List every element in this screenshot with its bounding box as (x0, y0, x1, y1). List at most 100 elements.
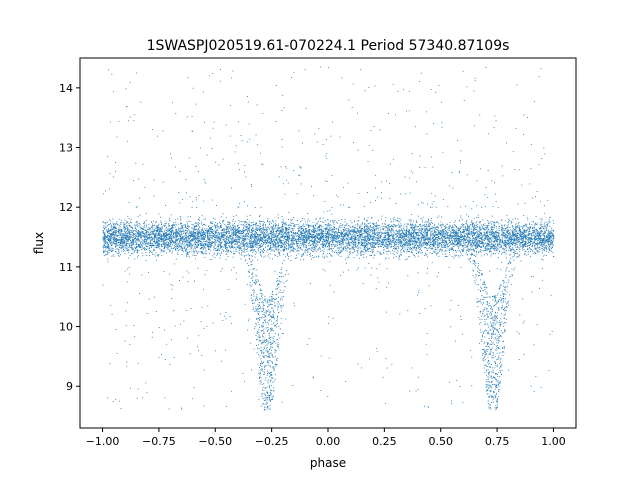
data-point (264, 236, 266, 238)
data-point (308, 242, 310, 244)
data-point (372, 242, 374, 243)
data-point (120, 244, 122, 246)
data-point (541, 229, 543, 231)
data-point (425, 243, 426, 245)
data-point (199, 223, 201, 224)
data-point (402, 233, 404, 234)
data-point (519, 250, 520, 252)
data-point (526, 235, 528, 237)
data-point (516, 240, 518, 242)
data-point (456, 233, 458, 235)
data-point (307, 218, 309, 220)
data-point (285, 224, 287, 226)
data-point (345, 238, 347, 240)
data-point (107, 235, 109, 236)
data-point (402, 247, 404, 249)
data-point (351, 237, 353, 239)
data-point (415, 249, 416, 251)
data-point (477, 216, 479, 218)
data-point (291, 242, 293, 244)
data-point (288, 211, 290, 213)
data-point (318, 233, 319, 235)
data-point (293, 239, 295, 241)
data-point (180, 232, 182, 233)
data-point (218, 240, 219, 242)
data-point (288, 232, 290, 233)
data-point (471, 221, 473, 223)
data-point (236, 225, 238, 226)
data-point (350, 242, 352, 243)
data-point (487, 220, 489, 222)
data-point (479, 232, 481, 234)
data-point (245, 226, 247, 228)
data-point (445, 241, 447, 243)
data-point (451, 227, 453, 229)
data-point (441, 227, 442, 229)
data-point (194, 246, 195, 248)
data-point (249, 215, 251, 216)
data-point (254, 244, 256, 246)
data-point (516, 233, 518, 234)
data-point (442, 231, 444, 233)
data-point (527, 249, 528, 251)
data-point (310, 247, 312, 249)
data-point (495, 231, 497, 232)
data-point (223, 237, 225, 238)
data-point (489, 251, 491, 253)
data-point (180, 243, 182, 245)
data-point (499, 243, 501, 245)
data-point (404, 235, 405, 237)
data-point (290, 225, 292, 227)
data-point (303, 223, 305, 225)
data-point (282, 243, 284, 245)
data-point (430, 230, 432, 232)
data-point (363, 219, 365, 220)
data-point (523, 241, 525, 242)
data-point (232, 229, 233, 230)
data-point (152, 223, 153, 225)
data-point (109, 238, 111, 239)
data-point (279, 232, 280, 234)
data-point (311, 241, 313, 242)
data-point (158, 234, 160, 236)
data-point (537, 245, 538, 247)
data-point (410, 232, 412, 234)
data-point (437, 232, 439, 233)
data-point (385, 220, 386, 222)
data-point (544, 241, 546, 243)
data-point (322, 230, 324, 232)
data-point (114, 230, 116, 232)
data-point (161, 243, 162, 245)
data-point (455, 234, 457, 236)
data-point (489, 242, 491, 243)
data-point (309, 228, 311, 230)
data-point (451, 249, 453, 251)
data-point (104, 251, 106, 253)
data-point (383, 253, 385, 254)
data-point (270, 245, 271, 247)
data-point (214, 240, 216, 241)
data-point (160, 231, 162, 233)
data-point (480, 237, 482, 238)
data-point (439, 233, 441, 235)
data-point (175, 224, 177, 226)
data-point (364, 224, 366, 226)
data-point (548, 247, 550, 249)
data-point (251, 242, 253, 244)
data-point (488, 244, 490, 246)
data-point (503, 250, 505, 252)
data-point (403, 239, 405, 241)
data-point (282, 228, 283, 230)
data-point (525, 238, 527, 240)
data-point (355, 230, 356, 232)
data-point (475, 242, 477, 244)
data-point (251, 245, 252, 247)
data-point (497, 245, 498, 247)
data-point (289, 237, 290, 239)
data-point (209, 227, 211, 229)
data-point (361, 234, 363, 236)
data-point (262, 232, 264, 234)
data-point (527, 235, 529, 236)
data-point (115, 238, 116, 240)
data-point (105, 223, 107, 225)
